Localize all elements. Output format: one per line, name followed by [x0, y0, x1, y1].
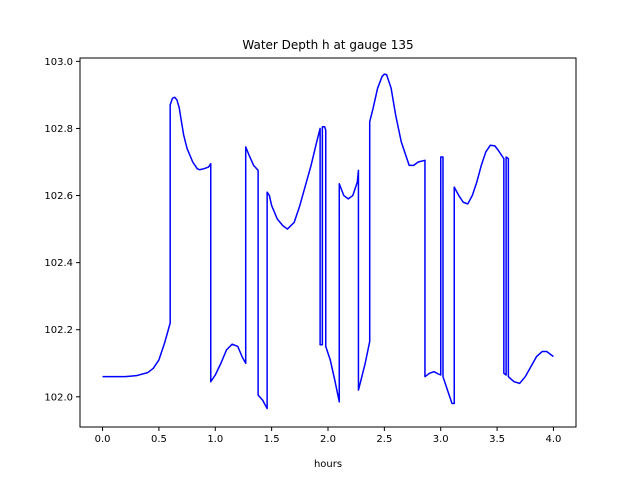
x-tick-label: 0.0 — [95, 434, 111, 445]
x-axis-label: hours — [314, 459, 342, 470]
x-tick-label: 3.5 — [489, 434, 505, 445]
y-axis: 102.0 102.2 102.4 102.6 102.8 103.0 — [44, 57, 80, 403]
x-tick-label: 2.5 — [376, 434, 392, 445]
x-tick-label: 3.0 — [433, 434, 449, 445]
x-tick-label: 1.0 — [207, 434, 223, 445]
y-tick-label: 102.0 — [44, 392, 73, 403]
y-tick-label: 102.8 — [44, 124, 73, 135]
x-tick-label: 1.5 — [264, 434, 280, 445]
x-tick-label: 4.0 — [546, 434, 562, 445]
y-tick-label: 102.2 — [44, 325, 73, 336]
plot-area — [102, 73, 554, 410]
y-tick-label: 102.6 — [44, 191, 73, 202]
chart-title: Water Depth h at gauge 135 — [242, 38, 413, 52]
x-axis: 0.0 0.5 1.0 1.5 2.0 2.5 3.0 3.5 4.0 — [95, 427, 562, 445]
y-tick-label: 102.4 — [44, 258, 73, 269]
series-line-0 — [102, 73, 554, 410]
x-tick-label: 0.5 — [151, 434, 167, 445]
x-tick-label: 2.0 — [320, 434, 336, 445]
y-tick-label: 103.0 — [44, 57, 73, 68]
